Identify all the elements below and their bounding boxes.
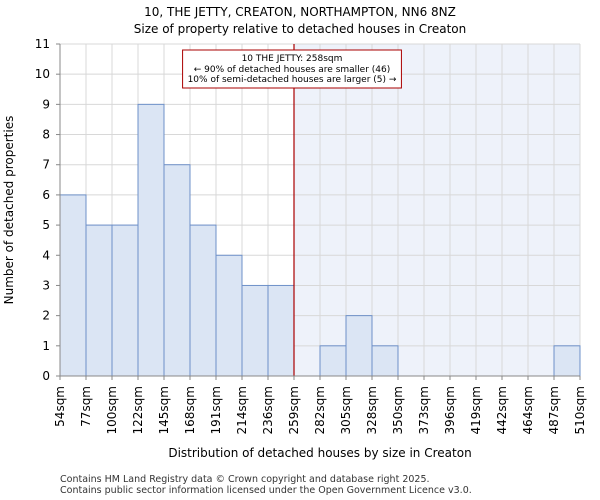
- x-tick-label-396sqm: 396sqm: [443, 386, 457, 434]
- x-tick-label-464sqm: 464sqm: [521, 386, 535, 434]
- y-tick-label-3: 3: [42, 278, 50, 292]
- chart-subtitle: Size of property relative to detached ho…: [134, 22, 466, 36]
- y-tick-label-6: 6: [42, 188, 50, 202]
- chart-title: 10, THE JETTY, CREATON, NORTHAMPTON, NN6…: [144, 5, 456, 19]
- x-tick-label-442sqm: 442sqm: [495, 386, 509, 434]
- y-tick-label-9: 9: [42, 97, 50, 111]
- bar-305sqm: [345, 315, 373, 377]
- bar-145sqm: [163, 164, 191, 377]
- x-tick-label-100sqm: 100sqm: [105, 386, 119, 434]
- x-tick-label-122sqm: 122sqm: [131, 386, 145, 434]
- bar-54sqm: [59, 194, 87, 377]
- y-tick-label-7: 7: [42, 158, 50, 172]
- plot-area-right-shaded: [294, 44, 580, 376]
- footer-line-1: Contains HM Land Registry data © Crown c…: [60, 474, 430, 485]
- x-tick-label-419sqm: 419sqm: [469, 386, 483, 434]
- y-tick-label-8: 8: [42, 128, 50, 142]
- x-tick-label-328sqm: 328sqm: [365, 386, 379, 434]
- y-tick-label-2: 2: [42, 309, 50, 323]
- y-tick-label-5: 5: [42, 218, 50, 232]
- x-tick-label-373sqm: 373sqm: [417, 386, 431, 434]
- bars: [59, 103, 581, 377]
- x-tick-label-145sqm: 145sqm: [157, 386, 171, 434]
- y-axis-label: Number of detached properties: [2, 116, 16, 305]
- annotation-line-1: 10 THE JETTY: 258sqm: [242, 54, 343, 64]
- y-ticks: 0 1 2 3 4 5 6 7 8 9 10 11: [35, 37, 60, 383]
- bar-214sqm: [241, 284, 269, 377]
- x-tick-label-236sqm: 236sqm: [261, 386, 275, 434]
- bar-100sqm: [111, 224, 139, 377]
- annotation-line-3: 10% of semi-detached houses are larger (…: [188, 75, 397, 85]
- y-tick-label-10: 10: [35, 67, 50, 81]
- bar-191sqm: [215, 254, 243, 377]
- annotation-line-2: ← 90% of detached houses are smaller (46…: [194, 65, 391, 75]
- bar-236sqm: [267, 284, 295, 377]
- x-tick-label-487sqm: 487sqm: [547, 386, 561, 434]
- bar-282sqm: [319, 345, 347, 377]
- bar-77sqm: [85, 224, 113, 377]
- x-tick-label-191sqm: 191sqm: [209, 386, 223, 434]
- bar-328sqm: [371, 345, 399, 377]
- footer-line-2: Contains public sector information licen…: [60, 485, 472, 496]
- y-tick-label-11: 11: [35, 37, 50, 51]
- x-ticks: 54sqm 77sqm 100sqm 122sqm 145sqm 168sqm 191sqm…: [53, 376, 587, 434]
- x-tick-label-350sqm: 350sqm: [391, 386, 405, 434]
- x-tick-label-510sqm: 510sqm: [573, 386, 587, 434]
- annotation-box: 10 THE JETTY: 258sqm ← 90% of detached h…: [182, 49, 402, 89]
- x-tick-label-77sqm: 77sqm: [79, 386, 93, 427]
- bar-122sqm: [137, 103, 165, 377]
- x-tick-label-168sqm: 168sqm: [183, 386, 197, 434]
- y-tick-label-0: 0: [42, 369, 50, 383]
- x-tick-label-282sqm: 282sqm: [313, 386, 327, 434]
- x-tick-label-259sqm: 259sqm: [287, 386, 301, 434]
- y-tick-label-4: 4: [42, 248, 50, 262]
- bar-168sqm: [189, 224, 217, 377]
- x-tick-label-214sqm: 214sqm: [235, 386, 249, 434]
- annotation-border: [182, 49, 402, 89]
- x-tick-label-305sqm: 305sqm: [339, 386, 353, 434]
- x-axis-label: Distribution of detached houses by size …: [168, 446, 471, 460]
- y-tick-label-1: 1: [42, 339, 50, 353]
- bar-487sqm: [553, 345, 581, 377]
- x-tick-label-54sqm: 54sqm: [53, 386, 67, 427]
